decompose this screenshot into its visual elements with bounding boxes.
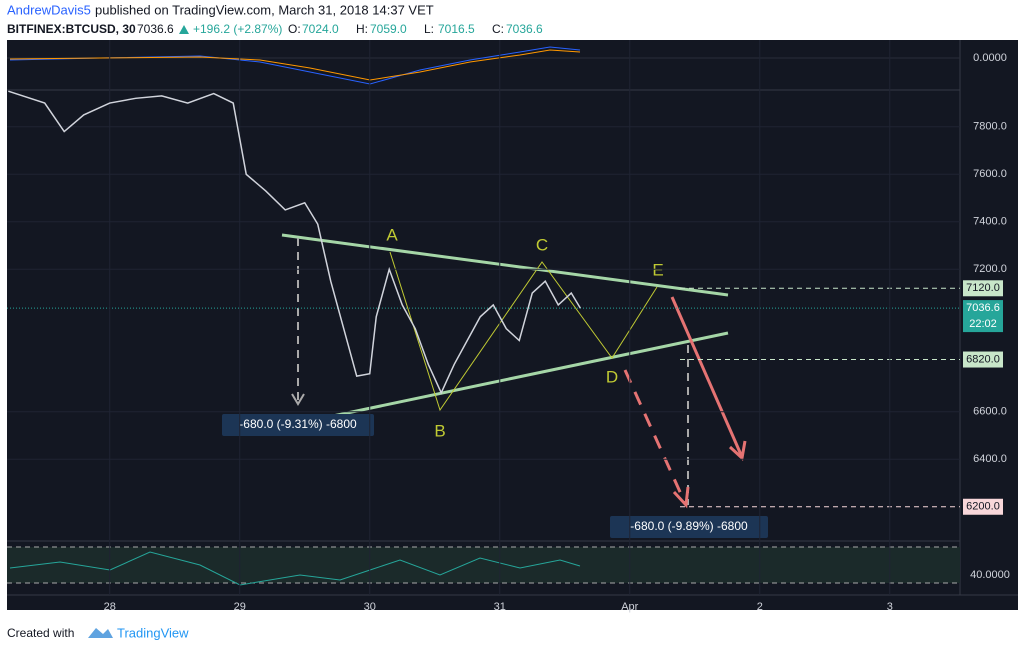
arrow-head bbox=[291, 393, 305, 406]
price-line bbox=[8, 90, 582, 395]
x-tick-label: 28 bbox=[104, 601, 116, 613]
macd-label: 0.0000 bbox=[973, 52, 1007, 64]
change: +196.2 (+2.87%) bbox=[193, 22, 282, 36]
arrow-head bbox=[728, 440, 747, 461]
measure-box bbox=[222, 414, 374, 436]
trendline bbox=[281, 233, 729, 297]
y-tick-label: 7800.0 bbox=[973, 121, 1007, 133]
x-tick-label: 2 bbox=[757, 601, 763, 613]
rsi-label: 40.0000 bbox=[970, 569, 1010, 581]
wave-label: E bbox=[652, 260, 663, 279]
chart-bg bbox=[7, 40, 1018, 610]
trendline bbox=[327, 331, 729, 419]
ohlc-key: H: bbox=[356, 22, 368, 36]
projection-arrow bbox=[670, 296, 744, 458]
wave-label: B bbox=[434, 421, 445, 440]
measure-label: -680.0 (-9.31%) -6800 bbox=[239, 417, 357, 431]
x-tick-label: Apr bbox=[621, 601, 638, 613]
y-tick-label: 7400.0 bbox=[973, 216, 1007, 228]
y-tick-label: 7200.0 bbox=[973, 263, 1007, 275]
x-tick-label: 30 bbox=[364, 601, 376, 613]
price-tag bbox=[963, 498, 1003, 515]
ohlc-value: 7016.5 bbox=[438, 22, 475, 36]
y-tick-label: 7600.0 bbox=[973, 168, 1007, 180]
price-tag bbox=[963, 280, 1003, 297]
last-tag bbox=[963, 300, 1003, 333]
wave-label: A bbox=[386, 225, 398, 244]
ohlc-value: 7036.6 bbox=[506, 22, 543, 36]
price-tag-label: 7120.0 bbox=[966, 282, 1000, 294]
ohlc-key: O: bbox=[288, 22, 301, 36]
rsi-line bbox=[9, 551, 581, 586]
up-arrow bbox=[179, 25, 189, 34]
published: published on TradingView.com, March 31, … bbox=[95, 2, 434, 17]
x-tick-label: 3 bbox=[887, 601, 893, 613]
last-tag-label: 7036.6 bbox=[966, 302, 1000, 314]
arrow-head bbox=[672, 486, 690, 509]
x-tick-label: 29 bbox=[234, 601, 246, 613]
zigzag bbox=[389, 251, 658, 412]
projection-arrow bbox=[623, 369, 687, 504]
last: 7036.6 bbox=[137, 22, 174, 36]
footer-brand[interactable]: TradingView bbox=[117, 625, 189, 640]
wave-label: C bbox=[536, 235, 548, 254]
author[interactable]: AndrewDavis5 bbox=[7, 2, 91, 17]
y-tick-label: 6400.0 bbox=[973, 453, 1007, 465]
price-tag-label: 6820.0 bbox=[966, 353, 1000, 365]
price-tag-label: 6200.0 bbox=[966, 501, 1000, 513]
measure-label: -680.0 (-9.89%) -6800 bbox=[630, 519, 748, 533]
y-tick-label: 6600.0 bbox=[973, 406, 1007, 418]
ohlc-key: L: bbox=[424, 22, 434, 36]
x-tick-label: 31 bbox=[494, 601, 506, 613]
ohlc-value: 7024.0 bbox=[302, 22, 339, 36]
countdown: 22:02 bbox=[969, 318, 997, 330]
tv-logo bbox=[88, 628, 113, 638]
ohlc-value: 7059.0 bbox=[370, 22, 407, 36]
price-tag bbox=[963, 351, 1003, 368]
rsi-band bbox=[7, 547, 960, 583]
symbol: BITFINEX:BTCUSD, 30 bbox=[7, 22, 136, 36]
wave-label: D bbox=[606, 367, 618, 386]
measure-box bbox=[610, 516, 768, 538]
footer-text: Created with bbox=[7, 626, 74, 640]
ohlc-key: C: bbox=[492, 22, 504, 36]
